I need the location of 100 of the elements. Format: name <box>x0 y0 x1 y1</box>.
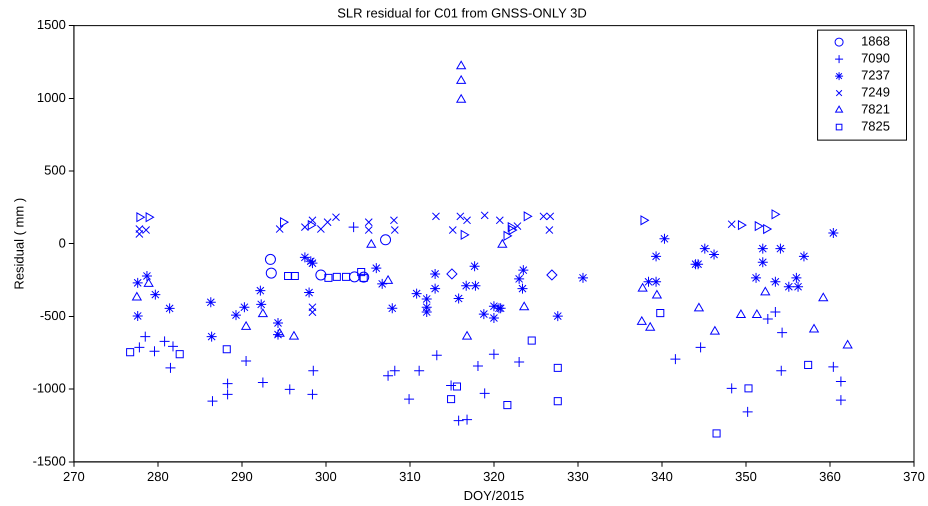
point <box>272 329 284 340</box>
point <box>308 220 316 230</box>
point <box>738 220 746 230</box>
point <box>640 215 649 226</box>
point <box>528 336 536 345</box>
y-tick-label: 1000 <box>36 90 66 105</box>
point <box>842 340 852 348</box>
point <box>136 212 145 222</box>
point <box>150 289 161 300</box>
point <box>463 216 472 224</box>
point <box>332 213 340 222</box>
point <box>652 290 662 298</box>
point <box>760 286 770 296</box>
point <box>516 283 528 294</box>
point <box>699 243 710 254</box>
point <box>272 317 284 328</box>
legend-label: 7249 <box>861 84 890 100</box>
point <box>554 364 562 372</box>
point <box>299 252 310 263</box>
point <box>264 254 276 265</box>
point <box>798 250 810 262</box>
point <box>141 270 152 282</box>
point <box>643 276 654 288</box>
point <box>146 212 154 222</box>
chart-title: SLR residual for C01 from GNSS-ONLY 3D <box>337 5 587 20</box>
point <box>222 345 231 354</box>
point <box>448 226 457 234</box>
point <box>324 274 332 282</box>
point <box>284 272 292 280</box>
point <box>524 212 532 222</box>
point <box>460 280 472 292</box>
point <box>636 316 647 325</box>
y-tick-label: -1000 <box>32 380 66 396</box>
point <box>728 220 736 228</box>
legend-label: 7237 <box>861 68 890 83</box>
point <box>503 401 512 410</box>
point <box>256 298 267 310</box>
y-tick-label: 0 <box>58 235 66 250</box>
point <box>254 285 266 296</box>
y-tick-label: -500 <box>40 308 66 323</box>
legend-label: 7825 <box>861 118 890 134</box>
point <box>828 227 839 238</box>
point <box>342 272 350 281</box>
point <box>692 258 704 270</box>
point <box>712 429 721 438</box>
legend-label: 7821 <box>861 102 890 117</box>
point <box>430 283 441 294</box>
point <box>348 271 360 282</box>
point <box>432 212 440 220</box>
point <box>456 60 466 70</box>
point <box>266 268 277 279</box>
point <box>411 288 422 300</box>
point <box>804 360 812 369</box>
point <box>205 296 216 308</box>
point <box>276 224 284 234</box>
point <box>126 348 134 356</box>
point <box>504 231 512 241</box>
point <box>508 222 516 232</box>
x-tick-label: 270 <box>62 469 85 484</box>
point <box>656 309 664 318</box>
point <box>809 324 819 332</box>
point <box>554 397 562 406</box>
point <box>308 216 316 224</box>
point <box>324 218 332 226</box>
x-tick-label: 280 <box>147 469 169 484</box>
point <box>750 272 762 284</box>
point <box>383 275 393 284</box>
point <box>304 287 315 298</box>
point <box>386 302 398 314</box>
point <box>470 280 481 292</box>
point <box>757 243 768 254</box>
point <box>818 292 828 302</box>
y-tick-label: -1500 <box>32 453 66 468</box>
point <box>366 239 376 248</box>
legend-label: 7090 <box>861 50 890 66</box>
point <box>316 224 325 234</box>
x-tick-label: 340 <box>651 469 673 484</box>
point <box>206 331 218 342</box>
point <box>545 226 554 234</box>
point <box>380 234 392 246</box>
x-tick-label: 310 <box>399 469 421 484</box>
point <box>754 221 764 231</box>
x-tick-label: 360 <box>819 469 841 484</box>
y-tick-label: 500 <box>44 162 66 178</box>
point <box>460 230 470 240</box>
x-tick-label: 370 <box>903 469 925 484</box>
point <box>763 224 772 234</box>
point <box>546 269 558 280</box>
point <box>176 350 184 358</box>
x-tick-label: 320 <box>483 469 505 484</box>
x-tick-label: 330 <box>567 469 589 484</box>
point <box>744 384 753 392</box>
point <box>496 216 504 224</box>
point <box>770 276 781 288</box>
point <box>230 310 242 321</box>
y-tick-label: 1500 <box>36 17 66 32</box>
point <box>164 302 176 314</box>
point <box>132 292 142 300</box>
point <box>478 308 490 320</box>
point <box>488 312 500 324</box>
